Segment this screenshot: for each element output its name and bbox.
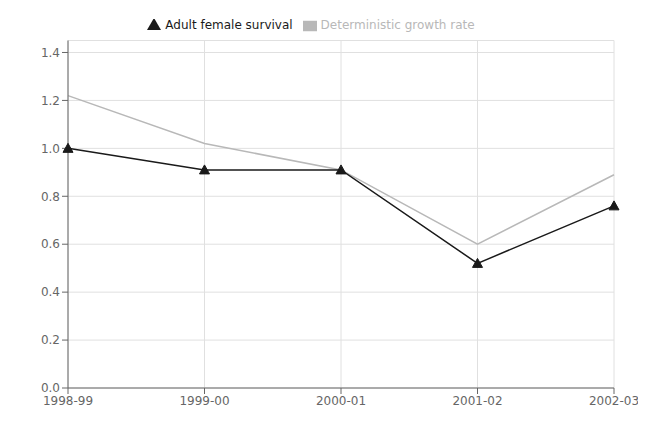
svg-text:1.2: 1.2 bbox=[41, 94, 60, 108]
svg-text:2002-03: 2002-03 bbox=[589, 394, 638, 408]
svg-text:2001-02: 2001-02 bbox=[452, 394, 502, 408]
svg-text:0.0: 0.0 bbox=[41, 381, 60, 395]
svg-text:0.2: 0.2 bbox=[41, 333, 60, 347]
svg-text:1.0: 1.0 bbox=[41, 142, 60, 156]
svg-text:1998-99: 1998-99 bbox=[43, 394, 93, 408]
svg-text:1.4: 1.4 bbox=[41, 46, 60, 60]
svg-text:0.6: 0.6 bbox=[41, 237, 60, 251]
svg-text:0.8: 0.8 bbox=[41, 190, 60, 204]
svg-text:0.4: 0.4 bbox=[41, 285, 60, 299]
svg-text:1999-00: 1999-00 bbox=[179, 394, 229, 408]
html-text:Adult female survival: Adult female survival bbox=[165, 18, 293, 32]
html-text:Deterministic growth rate: Deterministic growth rate bbox=[320, 18, 475, 32]
svg-text:2000-01: 2000-01 bbox=[316, 394, 366, 408]
